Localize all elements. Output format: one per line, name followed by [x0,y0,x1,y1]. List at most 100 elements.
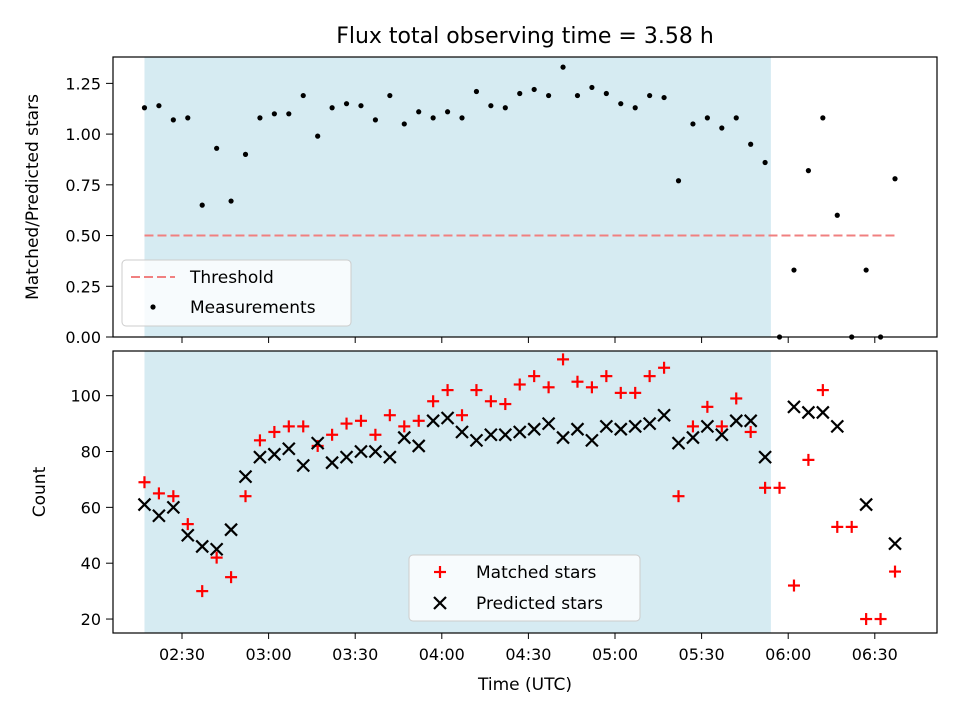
matched-star-point [744,425,757,438]
bottom-x-tick-label: 06:00 [765,645,811,664]
measurement-point [286,111,292,117]
matched-star-point [701,400,714,413]
predicted-star-point [512,425,527,439]
measurement-point [488,103,494,109]
legend-predicted-label: Predicted stars [476,594,603,614]
measurement-point [661,94,667,101]
matched-star-point [369,428,382,441]
top-legend-box [121,259,352,327]
measurement-point [372,117,379,123]
predicted-star-point [686,430,700,445]
bottom-axes-frame [112,350,938,634]
measurement-point [618,101,624,107]
bottom-panel: 20 40 60 80 100 02:30 03:00 03:30 04:00 04:30 05:… [30,350,938,695]
measurement-point [444,109,451,115]
matched-star-point [239,490,252,503]
measurement-point [473,88,480,95]
predicted-star-point [195,539,209,554]
measurement-point [603,90,609,97]
predicted-star-point [527,422,541,436]
top-y-tick-label: 0.50 [65,227,101,246]
matched-star-point [499,398,512,411]
matched-star-point [629,386,642,399]
measurement-point [401,121,407,127]
measurement-point [719,125,725,131]
bottom-y-tick-label: 60 [81,498,101,517]
predicted-star-point [354,444,368,459]
predicted-star-point [816,405,830,420]
bottom-y-tick-label: 100 [70,387,101,406]
predicted-star-point [570,422,585,436]
matched-star-point [557,353,570,366]
predicted-star-point [599,419,614,434]
top-y-axis-label: Matched/Predicted stars [23,94,43,300]
predicted-star-point [585,433,599,448]
measurement-point [329,105,335,111]
matched-star-point [773,481,786,494]
predicted-star-point [238,469,253,484]
measurement-point [690,121,696,127]
matched-star-point [600,370,613,383]
matched-star-point [167,490,180,503]
bottom-legend: Matched stars Predicted stars [408,554,641,622]
predicted-star-point [758,450,772,464]
matched-star-point [297,420,310,433]
bottom-x-tick-label: 06:30 [852,645,898,664]
predicted-star-point [628,419,642,434]
matched-star-point [484,395,497,408]
top-y-ticks: 0.00 0.25 0.50 0.75 1.00 1.25 [65,74,113,347]
bottom-x-tick-label: 05:30 [679,645,725,664]
matched-star-point [282,420,295,433]
predicted-star-point [253,450,267,464]
matched-star-point [340,417,353,430]
bottom-x-ticks: 02:30 03:00 03:30 04:00 04:30 05:00 05:30 06:00… [159,633,898,664]
measurement-point [805,168,812,174]
matched-star-point [383,409,396,422]
predicted-star-point [700,419,715,434]
predicted-star-point [180,528,195,543]
matched-star-point [268,425,281,438]
predicted-star-point [657,408,671,422]
matched-star-point [802,453,815,466]
matched-star-point [152,487,165,500]
legend-matched-label: Matched stars [476,563,596,583]
legend-matched-swatch [434,566,446,578]
predicted-star-point [383,450,397,464]
measurement-point [820,115,826,121]
predicted-star-point [715,427,729,442]
matched-star-point [730,392,743,405]
predicted-star-point [541,416,556,431]
legend-measurements-swatch [150,304,156,310]
matched-star-point [658,361,671,374]
matched-star-point [181,518,194,531]
bottom-x-tick-label: 04:30 [505,645,551,664]
predicted-star-point [642,416,657,431]
bottom-y-tick-label: 80 [81,443,101,462]
matched-star-point [715,420,728,433]
measurement-point [632,105,638,111]
predicted-star-point [787,400,801,414]
matched-star-point [787,579,800,592]
top-x-ticks [181,337,876,343]
predicted-star-point [455,425,469,439]
predicted-star-point [411,439,426,453]
measurement-point [459,115,465,121]
top-y-tick-label: 0.75 [65,176,101,195]
matched-star-point [614,386,627,399]
predicted-star-point [224,522,238,537]
measurement-point [416,109,422,115]
bottom-x-tick-label: 03:30 [332,645,378,664]
matched-star-point [253,434,266,447]
predicted-star-point [282,441,296,456]
measurement-point [300,92,306,99]
matched-star-point [196,585,209,598]
measurement-point [430,115,436,121]
matched-star-point [412,414,425,427]
predicted-star-point [859,497,873,512]
measurement-point [228,198,234,204]
measurement-point [315,133,321,139]
matched-star-point [138,476,151,489]
bottom-y-ticks: 20 40 60 80 100 [70,387,113,629]
predicted-star-point [310,436,325,450]
matched-star-point [326,428,339,441]
